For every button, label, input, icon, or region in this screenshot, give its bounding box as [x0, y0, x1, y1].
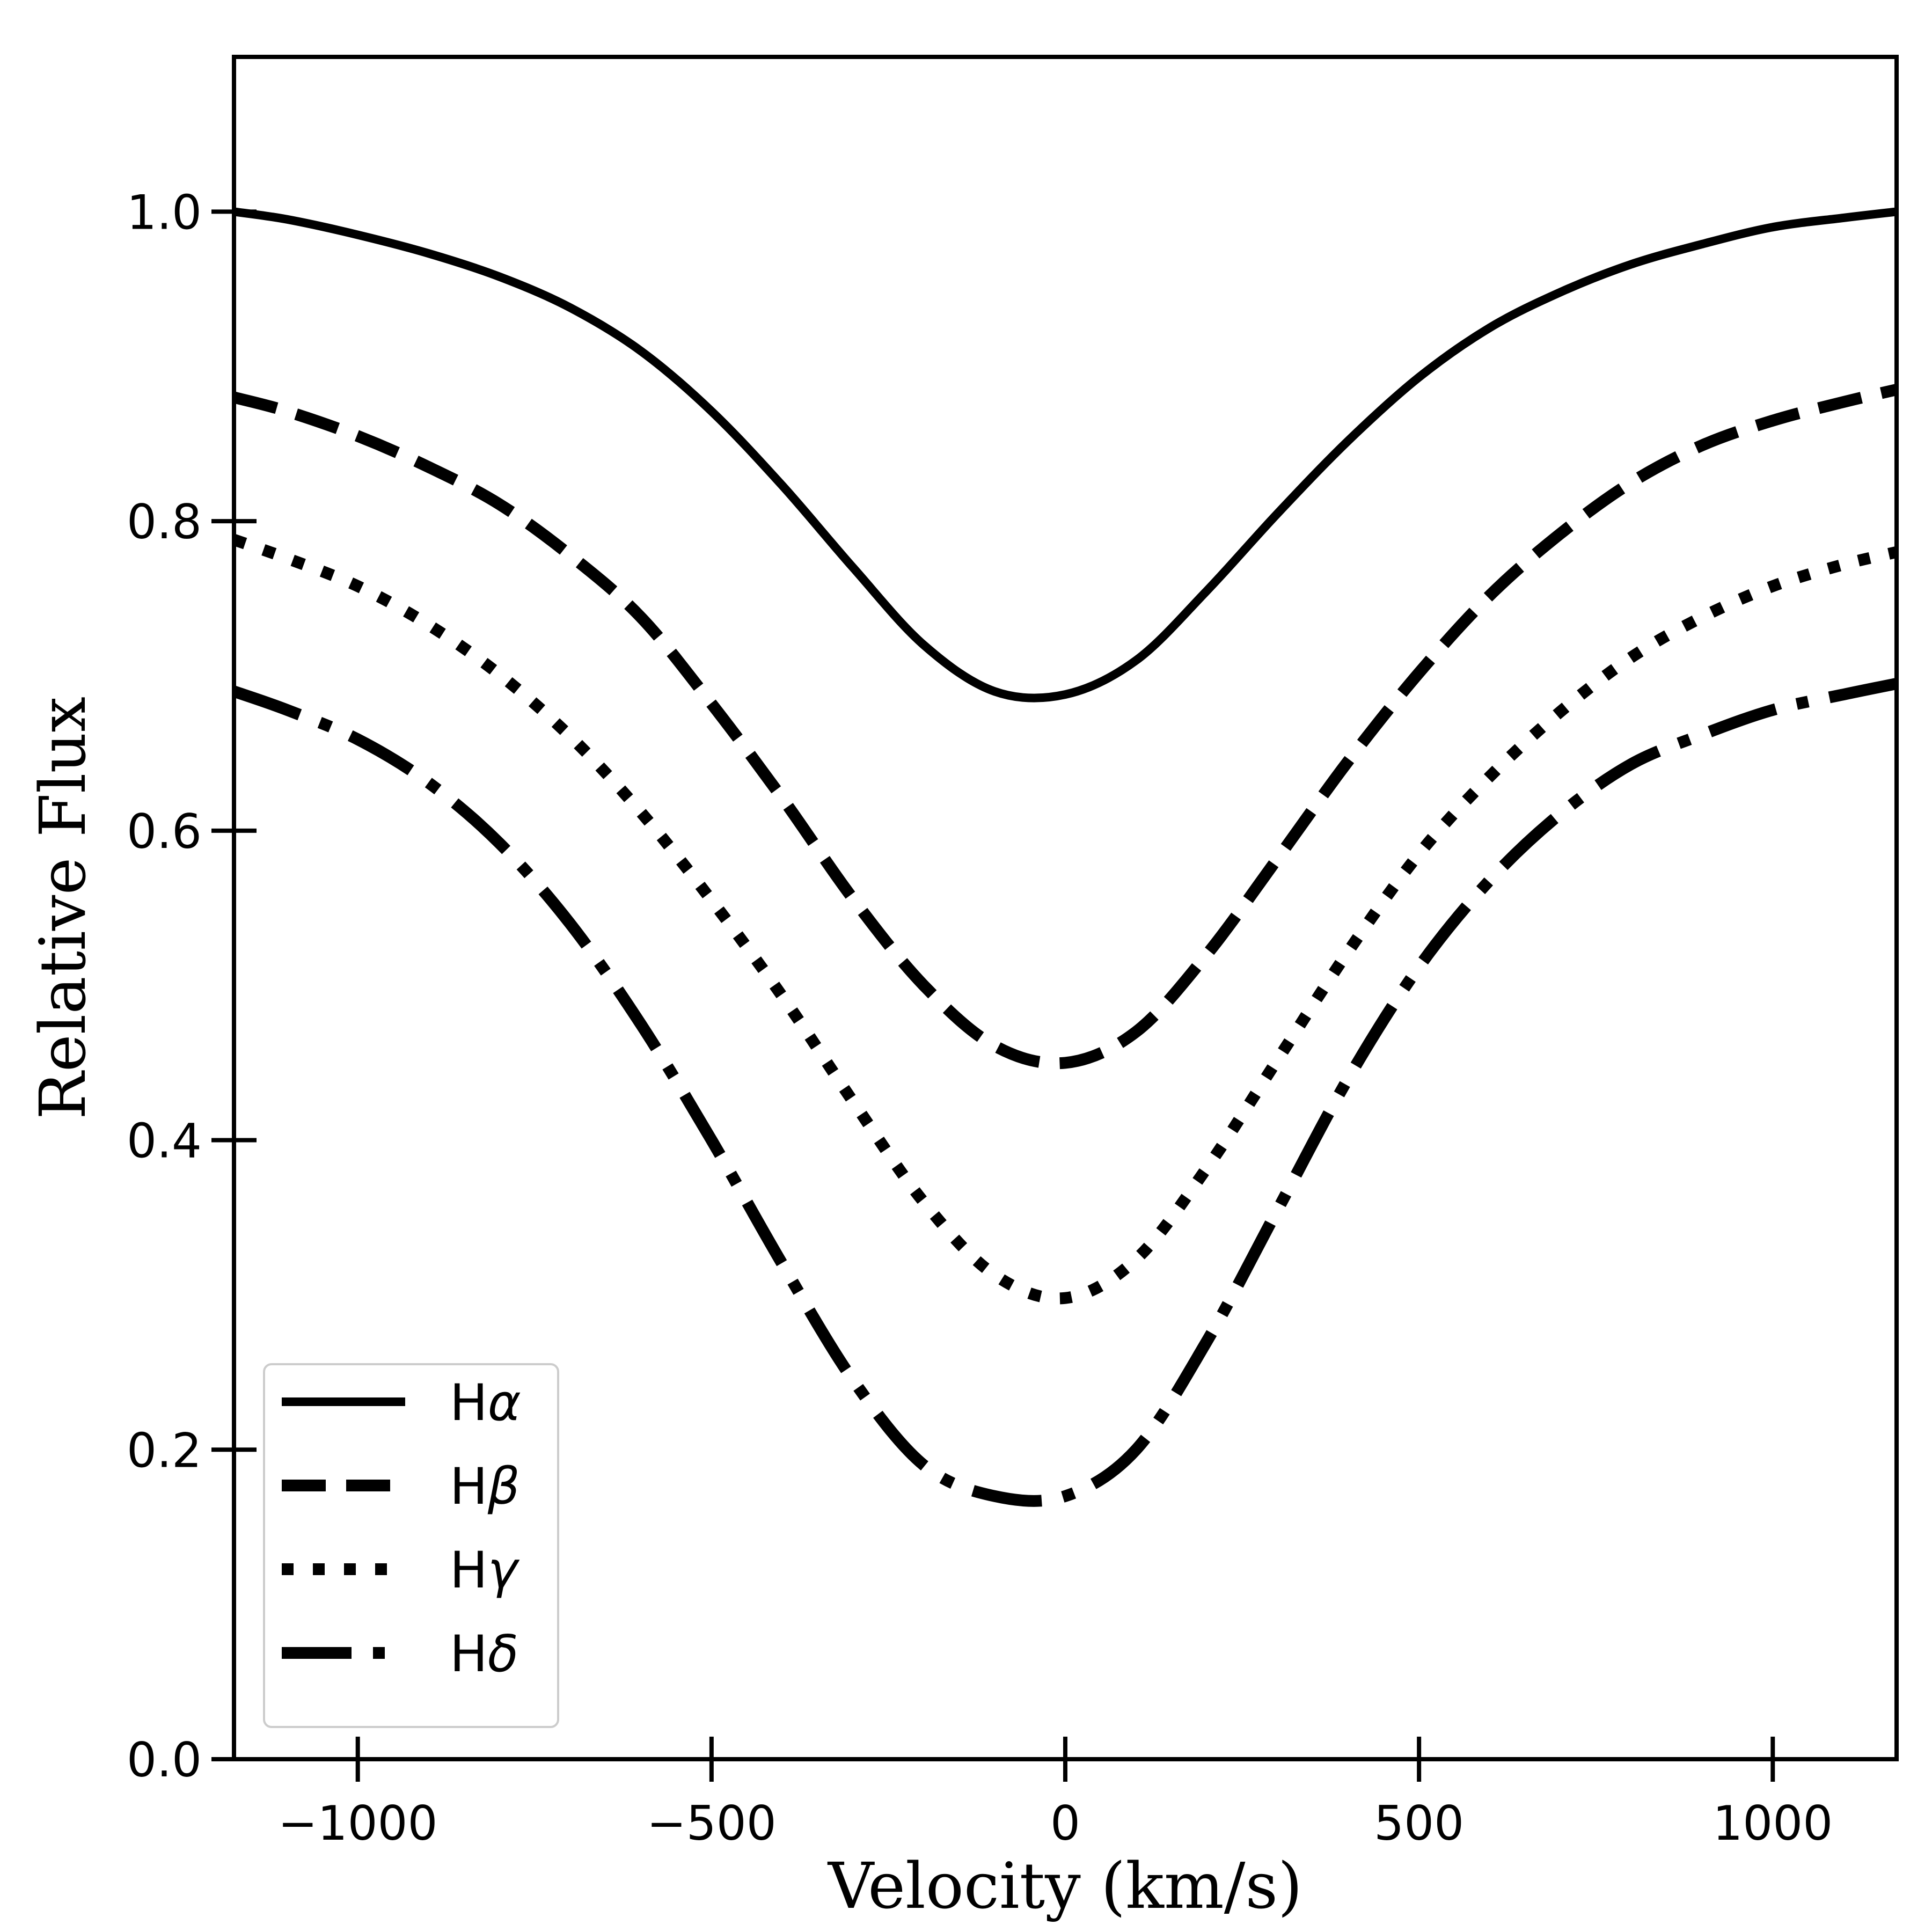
y-tick-label: 0.0: [127, 1732, 202, 1788]
x-tick-label: 1000: [1713, 1796, 1833, 1851]
legend-label-1: Hα: [450, 1374, 521, 1432]
y-tick-label: 1.0: [127, 185, 202, 240]
x-tick-label: 0: [1050, 1796, 1080, 1851]
legend-label-3: Hγ: [450, 1541, 520, 1600]
y-tick-label: 0.4: [127, 1114, 202, 1169]
legend-label-4: Hδ: [450, 1625, 518, 1684]
series-line-1: [234, 207, 1897, 702]
series-layer: [234, 207, 1897, 1507]
legend-frame: [263, 1363, 559, 1728]
series-line-3: [234, 534, 1897, 1305]
legend: Hα Hβ Hγ Hδ: [263, 1363, 559, 1728]
ticks-layer: −1000 −500 0 500 1000 0.0 0.2 0.4 0.6 0.8 1.0: [127, 185, 1833, 1851]
x-tick-label: −1000: [278, 1796, 438, 1851]
y-tick-label: 0.2: [127, 1423, 202, 1478]
x-tick-label: 500: [1374, 1796, 1464, 1851]
y-tick-label: 0.8: [127, 494, 202, 550]
series-line-2: [234, 384, 1897, 1070]
x-tick-label: −500: [647, 1796, 777, 1851]
series-line-4: [234, 678, 1897, 1507]
y-tick-label: 0.6: [127, 804, 202, 859]
x-axis-label: Velocity (km/s): [827, 1849, 1302, 1923]
y-axis-label: Relative Flux: [26, 697, 100, 1119]
legend-label-2: Hβ: [450, 1458, 520, 1516]
